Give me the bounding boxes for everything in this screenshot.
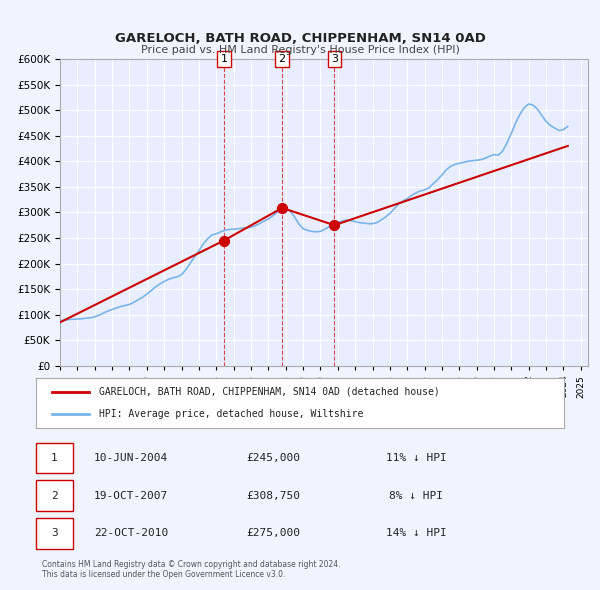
FancyBboxPatch shape bbox=[36, 442, 73, 473]
Text: 2: 2 bbox=[51, 491, 58, 500]
Point bbox=[219, 236, 229, 245]
Text: GARELOCH, BATH ROAD, CHIPPENHAM, SN14 0AD: GARELOCH, BATH ROAD, CHIPPENHAM, SN14 0A… bbox=[115, 32, 485, 45]
FancyBboxPatch shape bbox=[36, 518, 73, 549]
Text: Contains HM Land Registry data © Crown copyright and database right 2024.
This d: Contains HM Land Registry data © Crown c… bbox=[42, 560, 341, 579]
Text: £308,750: £308,750 bbox=[247, 491, 301, 500]
Text: 11% ↓ HPI: 11% ↓ HPI bbox=[386, 453, 446, 463]
Point bbox=[329, 221, 339, 230]
Text: 1: 1 bbox=[220, 54, 227, 64]
Text: Price paid vs. HM Land Registry's House Price Index (HPI): Price paid vs. HM Land Registry's House … bbox=[140, 45, 460, 55]
Text: 3: 3 bbox=[51, 529, 58, 538]
Text: £275,000: £275,000 bbox=[247, 529, 301, 538]
Text: 10-JUN-2004: 10-JUN-2004 bbox=[94, 453, 168, 463]
Text: 8% ↓ HPI: 8% ↓ HPI bbox=[389, 491, 443, 500]
Text: 19-OCT-2007: 19-OCT-2007 bbox=[94, 491, 168, 500]
Text: HPI: Average price, detached house, Wiltshire: HPI: Average price, detached house, Wilt… bbox=[100, 409, 364, 419]
Text: 14% ↓ HPI: 14% ↓ HPI bbox=[386, 529, 446, 538]
Text: 3: 3 bbox=[331, 54, 338, 64]
Point bbox=[277, 203, 287, 212]
Text: GARELOCH, BATH ROAD, CHIPPENHAM, SN14 0AD (detached house): GARELOCH, BATH ROAD, CHIPPENHAM, SN14 0A… bbox=[100, 386, 440, 396]
Text: 2: 2 bbox=[278, 54, 286, 64]
Text: 22-OCT-2010: 22-OCT-2010 bbox=[94, 529, 168, 538]
Text: £245,000: £245,000 bbox=[247, 453, 301, 463]
Text: 1: 1 bbox=[51, 453, 58, 463]
FancyBboxPatch shape bbox=[36, 480, 73, 511]
